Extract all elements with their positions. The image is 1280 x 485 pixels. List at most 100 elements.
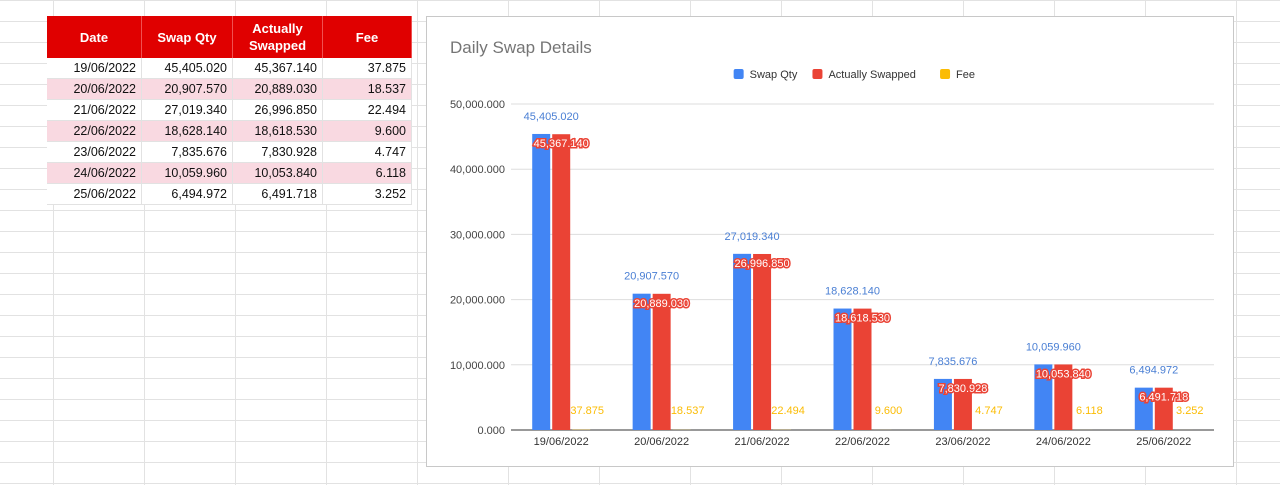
- data-table: Date Swap Qty Actually Swapped Fee 19/06/…: [47, 16, 412, 205]
- bar: [1134, 387, 1153, 430]
- cell-actually-swapped[interactable]: 6,491.718: [232, 183, 323, 205]
- y-tick-label: 40,000.000: [450, 164, 505, 176]
- y-tick-label: 20,000.000: [450, 295, 505, 307]
- cell-fee[interactable]: 22.494: [322, 99, 412, 121]
- cell-fee[interactable]: 6.118: [322, 162, 412, 184]
- x-tick-label: 23/06/2022: [935, 436, 990, 448]
- legend-swatch: [733, 69, 744, 79]
- bar: [1154, 387, 1173, 430]
- y-tick-label: 30,000.000: [450, 229, 505, 241]
- cell-fee[interactable]: 3.252: [322, 183, 412, 205]
- cell-fee[interactable]: 4.747: [322, 141, 412, 163]
- cell-swap-qty[interactable]: 7,835.676: [141, 141, 233, 163]
- data-label: 7,835.676: [928, 356, 977, 368]
- y-tick-label: 0.000: [477, 425, 505, 437]
- cell-date[interactable]: 21/06/2022: [47, 99, 142, 121]
- legend-label: Fee: [956, 69, 975, 81]
- data-label: 10,059.960: [1026, 341, 1081, 353]
- data-label: 6,491.718: [1139, 392, 1188, 404]
- bar: [652, 293, 671, 430]
- header-swap-qty[interactable]: Swap Qty: [141, 16, 233, 58]
- data-label: 6.118: [1076, 405, 1103, 417]
- cell-actually-swapped[interactable]: 45,367.140: [232, 58, 323, 79]
- header-fee[interactable]: Fee: [322, 16, 412, 58]
- bar: [532, 133, 551, 430]
- bar: [833, 308, 852, 430]
- data-label: 45,405.020: [524, 111, 579, 123]
- data-label: 18,628.140: [825, 286, 880, 298]
- data-label: 45,367.140: [534, 138, 589, 150]
- x-tick-label: 22/06/2022: [835, 436, 890, 448]
- bar: [753, 253, 772, 430]
- data-label: 6,494.972: [1129, 365, 1178, 377]
- cell-date[interactable]: 19/06/2022: [47, 58, 142, 79]
- header-actually-line1: Actually: [252, 21, 303, 36]
- data-label: 20,907.570: [624, 271, 679, 283]
- data-label: 26,996.850: [735, 258, 790, 270]
- cell-swap-qty[interactable]: 45,405.020: [141, 58, 233, 79]
- cell-actually-swapped[interactable]: 7,830.928: [232, 141, 323, 163]
- legend-swatch: [812, 69, 823, 79]
- cell-swap-qty[interactable]: 27,019.340: [141, 99, 233, 121]
- bar: [1054, 364, 1073, 430]
- cell-fee[interactable]: 9.600: [322, 120, 412, 142]
- cell-date[interactable]: 24/06/2022: [47, 162, 142, 184]
- bar: [632, 293, 651, 430]
- header-date[interactable]: Date: [47, 16, 142, 58]
- table-header-row: Date Swap Qty Actually Swapped Fee: [47, 16, 412, 58]
- bar-chart: 0.000 10,000.000 20,000.000 30,000.000 40,00…: [450, 69, 1214, 448]
- bar: [933, 378, 952, 430]
- table-row: 21/06/2022 27,019.340 26,996.850 22.494: [47, 99, 412, 121]
- data-label: 20,889.030: [634, 298, 689, 310]
- cell-date[interactable]: 20/06/2022: [47, 78, 142, 100]
- cell-actually-swapped[interactable]: 18,618.530: [232, 120, 323, 142]
- data-label: 27,019.340: [725, 231, 780, 243]
- cell-actually-swapped[interactable]: 26,996.850: [232, 99, 323, 121]
- table-row: 22/06/2022 18,628.140 18,618.530 9.600: [47, 120, 412, 142]
- x-tick-label: 21/06/2022: [735, 436, 790, 448]
- y-tick-label: 10,000.000: [450, 360, 505, 372]
- x-tick-label: 19/06/2022: [534, 436, 589, 448]
- data-label: 18.537: [671, 405, 705, 417]
- data-label: 10,053.840: [1036, 368, 1091, 380]
- chart-panel[interactable]: Daily Swap Details 0.000 10,000.000 20,000…: [426, 16, 1234, 467]
- cell-swap-qty[interactable]: 18,628.140: [141, 120, 233, 142]
- cell-actually-swapped[interactable]: 20,889.030: [232, 78, 323, 100]
- cell-fee[interactable]: 18.537: [322, 78, 412, 100]
- bar: [853, 308, 872, 430]
- bar: [1034, 364, 1053, 430]
- y-tick-label: 50,000.000: [450, 99, 505, 111]
- cell-date[interactable]: 22/06/2022: [47, 120, 142, 142]
- data-label: 3.252: [1176, 405, 1204, 417]
- header-actually-swapped[interactable]: Actually Swapped: [232, 16, 323, 58]
- data-label: 22.494: [771, 405, 805, 417]
- table-row: 25/06/2022 6,494.972 6,491.718 3.252: [47, 183, 412, 205]
- cell-swap-qty[interactable]: 20,907.570: [141, 78, 233, 100]
- chart-title: Daily Swap Details: [450, 38, 592, 57]
- cell-swap-qty[interactable]: 6,494.972: [141, 183, 233, 205]
- cell-date[interactable]: 25/06/2022: [47, 183, 142, 205]
- cell-swap-qty[interactable]: 10,059.960: [141, 162, 233, 184]
- cell-fee[interactable]: 37.875: [322, 58, 412, 79]
- data-label: 18,618.530: [835, 313, 890, 325]
- bar: [733, 253, 752, 430]
- data-label: 4.747: [975, 405, 1003, 417]
- x-tick-label: 24/06/2022: [1036, 436, 1091, 448]
- table-row: 19/06/2022 45,405.020 45,367.140 37.875: [47, 58, 412, 79]
- data-label: 7,830.928: [938, 383, 987, 395]
- table-row: 20/06/2022 20,907.570 20,889.030 18.537: [47, 78, 412, 100]
- data-label: 37.875: [570, 405, 604, 417]
- table-row: 23/06/2022 7,835.676 7,830.928 4.747: [47, 141, 412, 163]
- cell-actually-swapped[interactable]: 10,053.840: [232, 162, 323, 184]
- legend-label: Swap Qty: [750, 69, 798, 81]
- bar: [953, 378, 972, 430]
- cell-date[interactable]: 23/06/2022: [47, 141, 142, 163]
- legend-label: Actually Swapped: [828, 69, 915, 81]
- header-actually-line2: Swapped: [248, 38, 307, 53]
- table-row: 24/06/2022 10,059.960 10,053.840 6.118: [47, 162, 412, 184]
- legend-swatch: [940, 69, 951, 79]
- x-tick-label: 25/06/2022: [1136, 436, 1191, 448]
- bar: [552, 134, 571, 430]
- x-tick-label: 20/06/2022: [634, 436, 689, 448]
- data-label: 9.600: [875, 405, 903, 417]
